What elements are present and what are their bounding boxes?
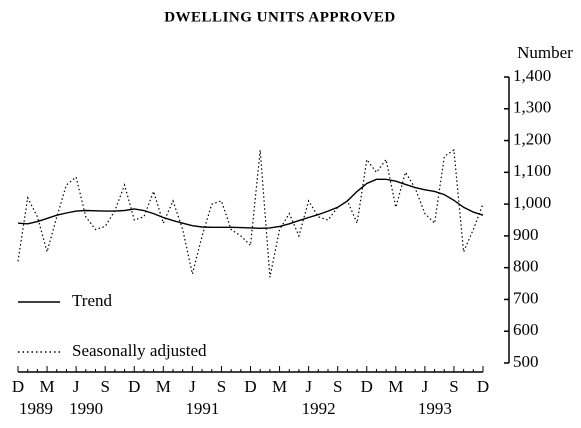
y-tick-label: 500 bbox=[513, 352, 539, 371]
y-axis-label: Number bbox=[517, 43, 573, 62]
y-tick-label: 1,300 bbox=[513, 98, 551, 117]
legend-label: Seasonally adjusted bbox=[72, 341, 207, 360]
x-tick-label: M bbox=[156, 377, 171, 396]
year-label: 1989 bbox=[19, 399, 53, 418]
x-tick-label: D bbox=[477, 377, 489, 396]
y-tick-label: 1,200 bbox=[513, 129, 551, 148]
x-tick-label: S bbox=[217, 377, 226, 396]
y-tick-label: 1,400 bbox=[513, 66, 551, 85]
y-tick-label: 900 bbox=[513, 225, 539, 244]
series-line bbox=[17, 149, 484, 278]
x-tick-label: M bbox=[388, 377, 403, 396]
x-tick-label: S bbox=[333, 377, 342, 396]
year-label: 1991 bbox=[185, 399, 219, 418]
year-label: 1992 bbox=[302, 399, 336, 418]
year-label: 1993 bbox=[418, 399, 452, 418]
x-tick-label: D bbox=[361, 377, 373, 396]
x-tick-label: S bbox=[100, 377, 109, 396]
y-tick-label: 1,100 bbox=[513, 161, 551, 180]
chart-title: DWELLING UNITS APPROVED bbox=[164, 9, 396, 25]
x-tick-label: D bbox=[128, 377, 140, 396]
x-tick-label: D bbox=[244, 377, 256, 396]
y-tick-label: 800 bbox=[513, 257, 539, 276]
x-tick-label: J bbox=[73, 377, 80, 396]
x-tick-label: J bbox=[305, 377, 312, 396]
x-tick-label: S bbox=[449, 377, 458, 396]
year-label: 1990 bbox=[69, 399, 103, 418]
x-tick-label: D bbox=[12, 377, 24, 396]
x-tick-label: M bbox=[40, 377, 55, 396]
y-tick-label: 1,000 bbox=[513, 193, 551, 212]
y-tick-label: 700 bbox=[513, 288, 539, 307]
y-tick-label: 600 bbox=[513, 320, 539, 339]
x-tick-label: J bbox=[422, 377, 429, 396]
series-line bbox=[17, 178, 484, 230]
x-tick-label: M bbox=[272, 377, 287, 396]
legend-label: Trend bbox=[72, 291, 112, 310]
x-tick-label: J bbox=[189, 377, 196, 396]
